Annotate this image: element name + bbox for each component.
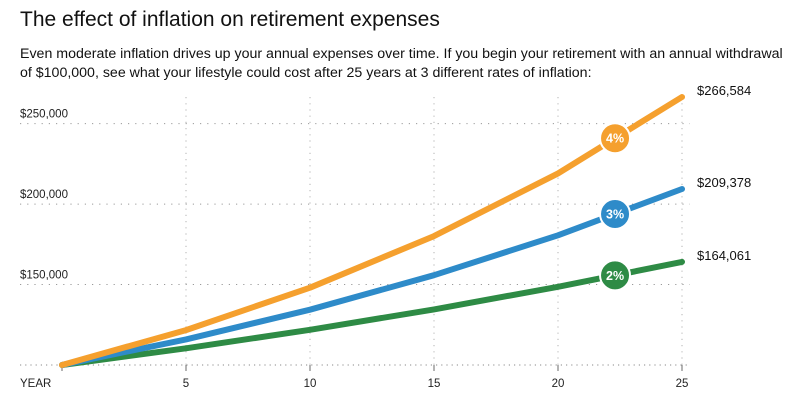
series-line-4pct bbox=[59, 94, 685, 368]
series-line-3pct bbox=[59, 186, 685, 368]
y-tick-label: $250,000 bbox=[20, 109, 68, 121]
x-tick-label: 25 bbox=[676, 378, 689, 390]
end-value-label: $266,584 bbox=[697, 83, 751, 98]
x-tick-label: 5 bbox=[183, 378, 189, 390]
series-lines bbox=[59, 94, 685, 368]
rate-badge bbox=[599, 259, 632, 292]
x-tick-label: 10 bbox=[304, 378, 317, 390]
rate-badge bbox=[599, 198, 632, 231]
chart-title: The effect of inflation on retirement ex… bbox=[20, 8, 440, 31]
labels: $266,584 4% $209,378 3% $164,061 2% bbox=[599, 83, 751, 292]
chart-subtitle: Even moderate inflation drives up your a… bbox=[20, 46, 783, 81]
x-tick-label: 15 bbox=[428, 378, 441, 390]
x-axis: $150,000 $200,000 $250,000 YEAR 5 10 15 20 25 bbox=[20, 109, 690, 390]
rate-badge-label: 4% bbox=[606, 132, 624, 146]
series-line-2pct bbox=[59, 258, 685, 368]
rate-badge-label: 2% bbox=[606, 269, 624, 283]
y-tick-label: $150,000 bbox=[20, 270, 68, 282]
x-tick-label: 20 bbox=[552, 378, 565, 390]
rate-badge-label: 3% bbox=[606, 208, 624, 222]
end-value-label: $164,061 bbox=[697, 248, 751, 263]
gridlines bbox=[20, 97, 690, 365]
y-tick-label: $200,000 bbox=[20, 189, 68, 201]
rate-badge bbox=[599, 122, 632, 155]
x-axis-label: YEAR bbox=[20, 378, 51, 390]
end-value-label: $209,378 bbox=[697, 175, 751, 190]
